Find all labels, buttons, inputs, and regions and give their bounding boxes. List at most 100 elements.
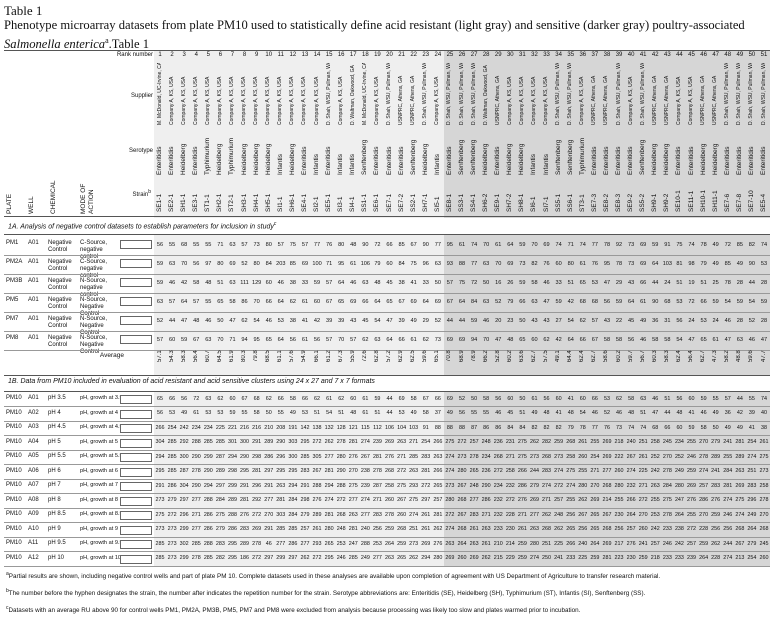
strain: SH8-1 [518,193,526,212]
column-shade [757,50,771,566]
cell: 56 [156,242,164,248]
cell: 61 [458,242,466,248]
cell: 115 [361,424,370,431]
serotype: Typhimurium [578,137,586,175]
cell: 258 [759,482,769,489]
supplier: Company A, KS, USA [180,76,187,125]
cell: 69 [458,337,466,343]
rule [4,234,770,235]
cell: 251 [409,526,419,532]
serotype: Heidelberg [663,143,671,175]
cell: 263 [735,468,745,474]
cell: 129 [251,280,262,286]
cell: 69 [398,395,405,402]
cell: 269 [602,453,612,460]
cell: 63 [531,299,538,305]
cell: 74 [640,424,647,431]
serotype: Enteritidis [687,146,695,175]
cell: 233 [493,526,503,532]
cell: 294 [227,453,237,460]
cell: 272 [554,482,564,489]
supplier: Company A, KS, USA [216,76,223,125]
cell: 60 [350,395,357,402]
average: 60.2 [506,350,513,362]
cell: 75 [289,242,296,248]
column-shade [214,50,227,566]
serotype: Heidelberg [264,143,272,175]
serotype: Senftenberg [470,139,478,175]
cell: 278 [191,468,201,474]
cell: 59 [229,410,236,416]
cell: 66 [519,299,526,305]
column-shade [347,50,360,566]
cell: 69 [350,299,357,305]
cell: 230 [626,555,636,561]
cell: 256 [711,526,721,532]
cell: 257 [433,497,443,503]
chemical: Negative Control [48,240,72,253]
strain-label: Strainb [132,189,151,198]
cell: 65 [338,299,345,305]
rank-number: 43 [664,52,671,58]
rank-number: 14 [313,52,321,58]
cell: 67 [241,395,248,402]
cell: 276 [312,497,322,503]
rank-number: 25 [446,52,454,58]
mode-of-action: pH, growth at 9 [80,525,118,532]
cell: 106 [385,424,395,431]
cell: 46 [700,410,707,416]
cell: 268 [397,526,407,532]
cell: 60 [579,395,586,402]
chemical: Negative Control [48,335,72,348]
cell: 241 [723,439,733,445]
column-shade [492,50,505,566]
cell: 278 [191,555,201,561]
column-shade [733,50,746,566]
cell: 50 [471,395,478,402]
cell: 50 [712,424,719,431]
cell: 233 [566,555,576,561]
cell: 244 [529,468,539,474]
cell: 54 [253,318,260,324]
cell: 47 [760,337,768,343]
cell: 63 [483,299,490,305]
cell: 57 [168,299,176,305]
cell: 60 [229,395,236,402]
cell: 67 [591,337,598,343]
blank-cell [120,395,152,404]
cell: 47 [724,337,731,343]
cell: 263 [529,526,539,532]
cell: 291 [300,482,310,489]
table-caption: Phenotype microarray datasets from plate… [4,18,764,52]
cell: 61 [326,395,333,402]
rank-number: 31 [519,52,526,58]
cell: 51 [314,410,321,416]
cell: 285 [203,439,213,445]
cell: 54 [748,299,756,305]
cell: 53 [301,410,308,416]
cell: 261 [421,511,431,518]
cell: 258 [566,453,576,460]
serotype: Senftenberg [566,139,574,175]
cell: 73 [627,242,635,248]
serotype: Typhimurium [204,137,212,175]
cell: 256 [614,526,624,532]
supplier: Company A, KS, USA [688,76,695,125]
cell: 246 [662,540,672,547]
average: 60.3 [651,350,658,362]
rule [4,216,770,218]
cell: 66 [398,337,405,343]
rank-number: 42 [651,52,659,58]
column-shade [178,50,191,566]
cell: 59 [712,299,719,305]
cell: 60 [676,424,683,431]
supplier: Company A, KS, USA [675,76,682,125]
cell: 275 [662,497,672,503]
cell: 263 [409,468,419,474]
cell: 50 [265,410,272,416]
strain: SE7-10 [747,190,755,212]
cell: 55 [193,242,200,248]
cell: 265 [566,526,576,532]
cell: 73 [627,261,635,267]
cell: 285 [155,555,165,561]
